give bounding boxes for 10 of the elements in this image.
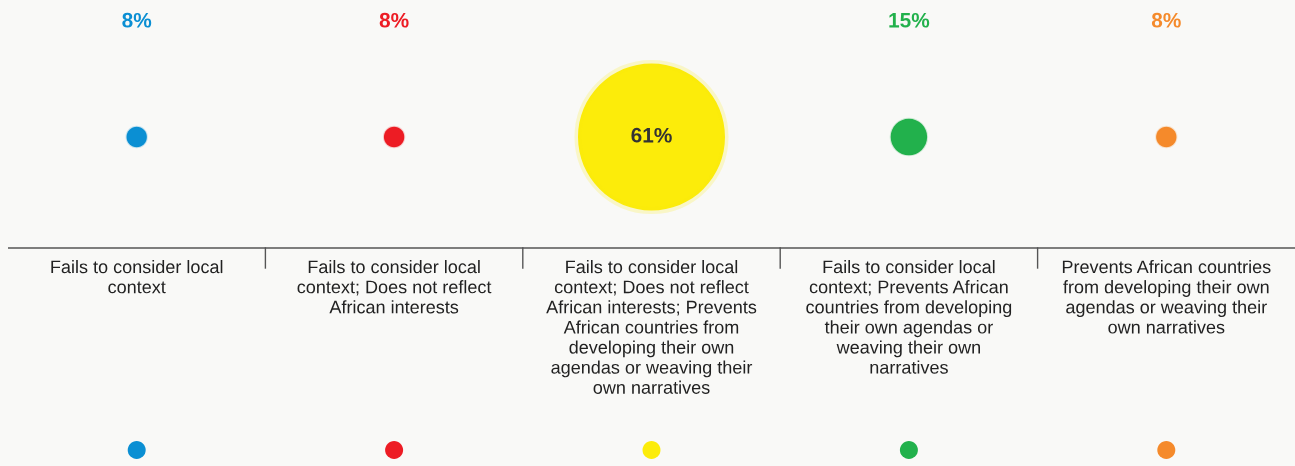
- data-label: 15%: [889, 12, 930, 28]
- category-label: Prevents African countries from developing their own agendas or weaving their own narratives: [1062, 260, 1271, 334]
- data-label: 8%: [122, 12, 152, 28]
- data-label: 8%: [1151, 12, 1181, 28]
- category-label: Fails to consider local context; Does not reflect African interests: [297, 260, 492, 314]
- category-label: Fails to consider local context; Prevents African countries from developing their own agendas or weaving their own narratives: [806, 260, 1012, 374]
- category-label: Fails to consider local context; Does not reflect African interests; Prevents African countries from developing their own agendas or weaving their own narratives: [546, 260, 757, 394]
- category-label: Fails to consider local context: [51, 260, 223, 294]
- data-label: 61%: [631, 127, 672, 143]
- data-label: 8%: [379, 12, 409, 28]
